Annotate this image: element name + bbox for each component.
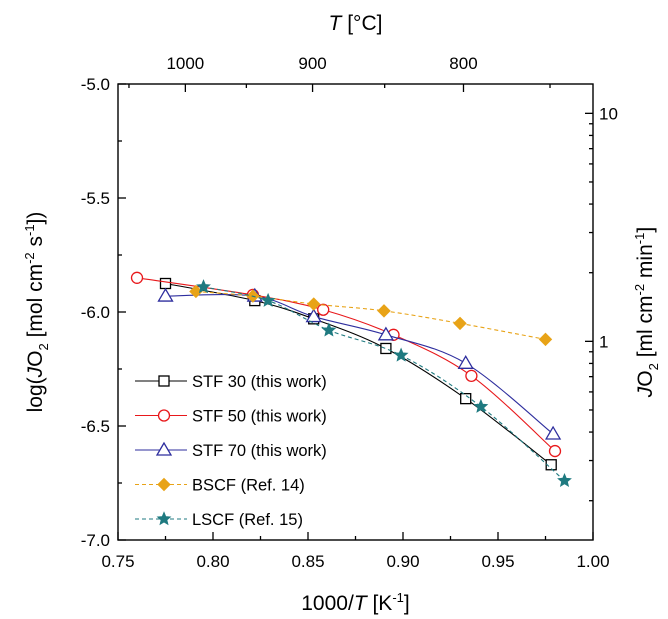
data-point [377,326,395,341]
axis-title-part: -1 [22,224,37,236]
data-point [317,303,330,316]
axis-title-part: [ml cm [634,295,657,363]
data-point [548,444,562,458]
data-point [473,398,489,413]
legend-swatch-marker [155,441,173,456]
axis-title-part: 1000/ [301,592,354,615]
series-0 [159,277,557,471]
axis-title-part: -1 [392,590,404,605]
top-tick-label: 1000 [166,54,204,73]
x-axis-title: 1000/T [K-1​] [301,590,409,615]
legend-label: STF 70 (this work) [192,442,327,460]
y-tick-label: -5.0 [81,75,110,94]
axis-title-part: ]) [24,212,47,225]
data-point [157,287,174,302]
data-point [130,271,144,284]
axis-title-part: -2 [632,284,647,296]
x-tick-label: 0.75 [101,552,134,571]
data-point [377,304,391,318]
x-tick-label: 0.95 [481,552,514,571]
axis-title-part: J [634,386,657,398]
y-tick-label: -6.0 [81,303,110,322]
legend-item: STF 70 (this work) [135,441,327,460]
data-point [159,277,172,290]
data-point [457,355,474,369]
data-point [321,322,337,337]
axis-title-part: ] [404,592,410,615]
data-point [306,297,321,311]
series-layer [130,271,572,488]
axis-title-part: O [24,351,47,367]
legend-label: STF 30 (this work) [192,373,327,391]
y-axis-title: log(JO2​ [mol cm-2​ s-1​]) [22,212,51,413]
data-point [393,347,409,362]
axis-title-part: T [329,12,344,35]
data-point [380,342,392,355]
data-point [545,459,557,471]
axis-title-part: log( [24,377,47,412]
y-tick-label: -6.5 [81,417,110,436]
legend-item: STF 50 (this work) [135,408,327,426]
legend-label: LSCF (Ref. 15) [192,511,303,529]
axis-title-part: T [354,592,369,615]
data-point [305,308,322,323]
y-right-axis-title: JO2​ [ml cm-2​ min-1​] [632,227,661,398]
series-line [165,282,552,466]
axis-layer: 0.75 0.80 0.85 0.90 0.95 1.00 -7.0 -6.5 -6.0 -5.5… [81,54,618,571]
data-point [460,392,472,405]
x-top-axis-title: T [°C] [329,12,383,35]
axis-title-part: -2 [22,252,37,264]
axis-title-part: [mol cm [24,264,47,343]
data-point [538,332,553,347]
axis-title-part: O [634,370,657,386]
legend-item: BSCF (Ref. 14) [135,477,305,495]
right-tick-label: 10 [599,104,618,123]
data-point [544,425,562,440]
legend-label: BSCF (Ref. 14) [192,477,305,495]
data-point [453,316,467,331]
axis-title-part: [°C] [341,12,382,35]
data-point [557,472,572,488]
x-tick-label: 0.85 [291,552,324,571]
legend: STF 30 (this work) STF 50 (this work) STF … [135,373,327,529]
axis-title-part: 2 [646,363,661,370]
axis-title-part: J [24,366,47,378]
right-tick-label: 1 [599,332,608,351]
axis-title-part: ] [634,227,657,233]
legend-swatch-marker [157,477,171,492]
legend-swatch-marker [156,511,172,526]
legend-item: STF 30 (this work) [135,373,327,391]
axis-title-part: -1 [632,233,647,245]
axis-title-part: [K [367,592,393,615]
axis-title-part: s [24,236,47,252]
data-point [196,279,211,294]
data-point [260,292,276,307]
series-4 [196,279,572,488]
axis-title-part: 2 [36,343,51,350]
legend-swatch-marker [158,375,170,387]
data-point [465,369,478,382]
series-1 [130,271,562,458]
legend-label: STF 50 (this work) [192,408,327,426]
y-tick-label: -7.0 [81,531,110,550]
x-tick-label: 1.00 [576,552,609,571]
legend-swatch-marker [157,409,171,422]
axis-title-part: min [634,244,657,284]
y-tick-label: -5.5 [81,189,110,208]
x-tick-label: 0.80 [196,552,229,571]
x-tick-label: 0.90 [386,552,419,571]
top-tick-label: 800 [449,54,477,73]
top-tick-label: 900 [298,54,326,73]
legend-item: LSCF (Ref. 15) [135,511,303,529]
